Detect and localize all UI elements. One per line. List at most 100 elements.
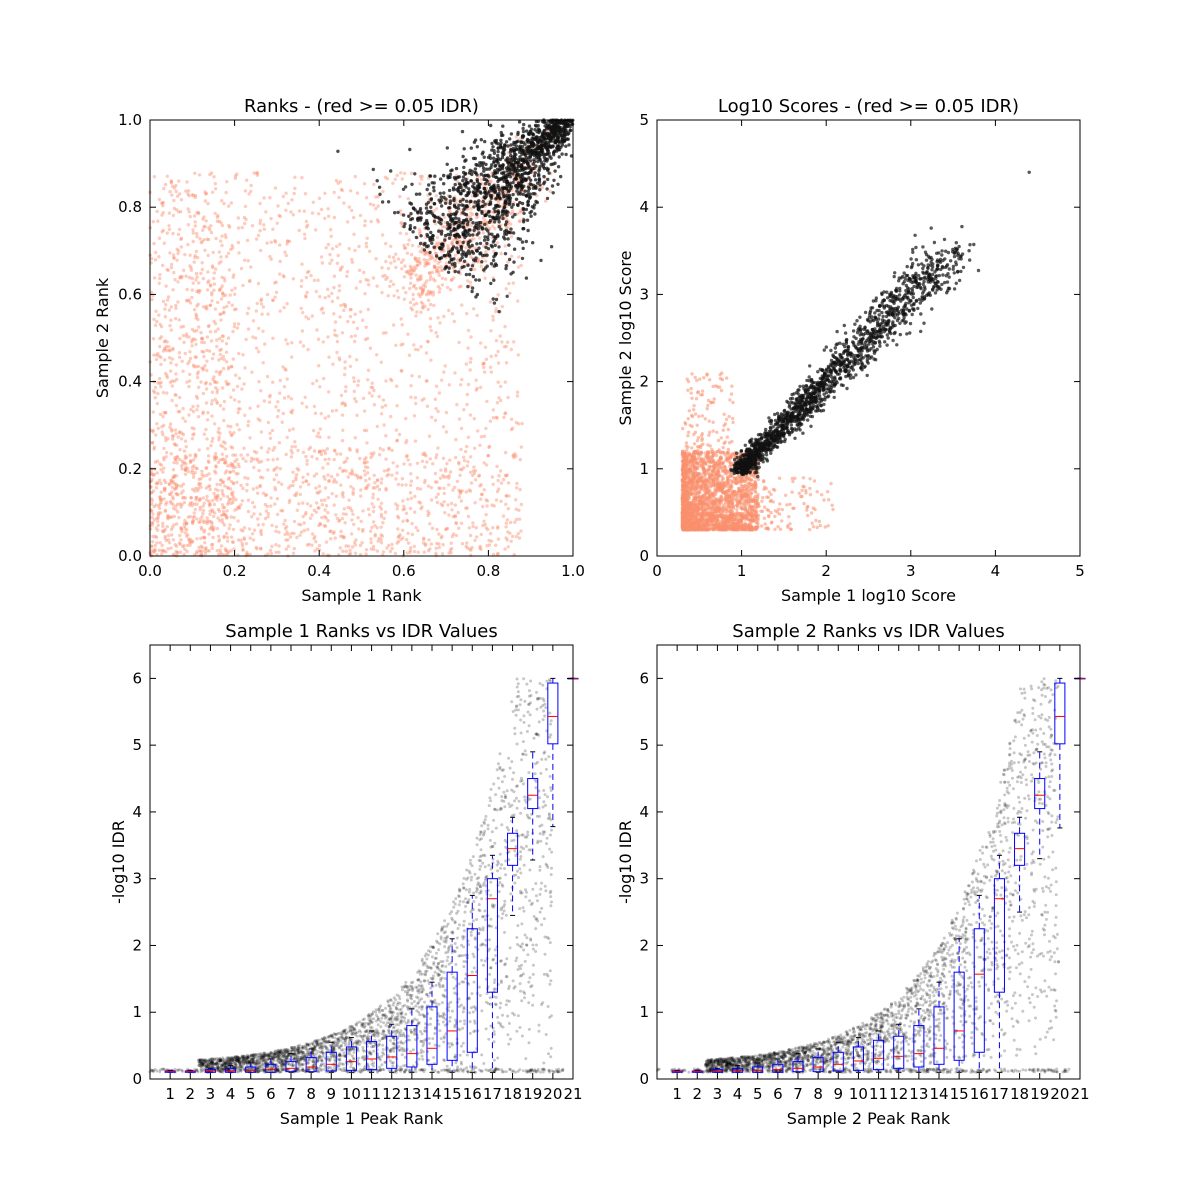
fail-point xyxy=(196,364,201,369)
fail-point xyxy=(285,239,290,243)
fail-point xyxy=(406,541,411,545)
fail-point xyxy=(389,414,393,419)
fail-point xyxy=(202,238,206,242)
pass-point xyxy=(461,197,465,202)
fail-point xyxy=(465,311,469,316)
fail-point xyxy=(435,453,439,457)
fail-point xyxy=(471,212,475,216)
fail-point xyxy=(284,538,288,542)
fail-point xyxy=(425,404,430,408)
fail-point xyxy=(475,313,479,318)
fail-point xyxy=(218,239,223,243)
fail-point xyxy=(233,292,237,296)
fail-point xyxy=(203,541,207,545)
pass-point xyxy=(488,214,492,218)
pass-point xyxy=(465,193,469,197)
fail-point xyxy=(167,541,172,545)
fail-point xyxy=(274,280,278,284)
fail-point xyxy=(188,540,192,545)
pass-point xyxy=(472,205,476,209)
pass-point xyxy=(522,226,526,231)
fail-point xyxy=(176,435,180,439)
fail-point xyxy=(240,225,244,230)
fail-point xyxy=(255,173,260,177)
fail-point xyxy=(172,379,177,383)
fail-point xyxy=(204,466,209,470)
fail-point xyxy=(457,460,461,465)
fail-point xyxy=(341,512,346,516)
fail-point xyxy=(379,481,383,485)
fail-point xyxy=(212,276,216,281)
fail-point xyxy=(190,539,194,543)
fail-point xyxy=(382,516,386,521)
fail-point xyxy=(353,543,357,547)
fail-point xyxy=(229,395,233,399)
fail-point xyxy=(273,488,278,492)
pass-point xyxy=(471,233,475,237)
fail-point xyxy=(192,514,196,519)
fail-point xyxy=(302,232,307,236)
fail-point xyxy=(194,453,198,458)
fail-point xyxy=(465,444,469,449)
fail-point xyxy=(214,236,218,241)
pass-point xyxy=(525,137,530,142)
fail-point xyxy=(355,450,359,454)
fail-point xyxy=(423,480,427,485)
fail-point xyxy=(162,446,166,451)
pass-point xyxy=(507,164,511,168)
fail-point xyxy=(319,452,324,457)
fail-point xyxy=(181,416,185,420)
fail-point xyxy=(504,344,508,349)
pass-point xyxy=(428,250,432,255)
fail-point xyxy=(460,377,464,382)
fail-point xyxy=(314,289,318,294)
fail-point xyxy=(192,260,196,264)
fail-point xyxy=(210,190,215,194)
pass-point xyxy=(497,188,502,192)
fail-point xyxy=(362,270,366,275)
fail-point xyxy=(193,452,197,457)
fail-point xyxy=(323,514,327,519)
fail-point xyxy=(183,467,188,472)
fail-point xyxy=(479,547,483,551)
fail-point xyxy=(469,548,473,552)
fail-point xyxy=(183,496,187,500)
fail-point xyxy=(165,514,170,518)
fail-point xyxy=(240,387,244,391)
fail-point xyxy=(392,294,396,298)
pass-point xyxy=(510,205,514,209)
fail-point xyxy=(258,221,262,226)
fail-point xyxy=(189,470,194,475)
fail-point xyxy=(194,355,198,359)
fail-point xyxy=(246,509,251,514)
fail-point xyxy=(285,242,289,246)
pass-point xyxy=(488,153,492,158)
fail-point xyxy=(403,264,407,268)
pass-point xyxy=(472,228,476,232)
pass-point xyxy=(442,253,447,258)
fail-point xyxy=(494,415,499,420)
fail-point xyxy=(190,426,194,430)
fail-point xyxy=(276,408,281,413)
fail-point xyxy=(151,337,156,341)
fail-point xyxy=(259,248,263,253)
fail-point xyxy=(256,517,260,521)
fail-point xyxy=(442,491,446,496)
fail-point xyxy=(508,531,512,535)
fail-point xyxy=(169,479,174,483)
fail-point xyxy=(249,183,253,188)
fail-point xyxy=(506,507,510,511)
fail-point xyxy=(321,311,326,315)
fail-point xyxy=(224,514,228,518)
fail-point xyxy=(321,340,325,344)
fail-point xyxy=(235,423,239,427)
fail-point xyxy=(329,537,333,541)
fail-point xyxy=(159,355,163,360)
pass-point xyxy=(393,211,397,215)
fail-point xyxy=(429,358,433,362)
fail-point xyxy=(259,530,263,534)
pass-point xyxy=(460,189,464,193)
fail-point xyxy=(377,453,382,457)
fail-point xyxy=(185,180,189,184)
fail-point xyxy=(466,460,470,464)
